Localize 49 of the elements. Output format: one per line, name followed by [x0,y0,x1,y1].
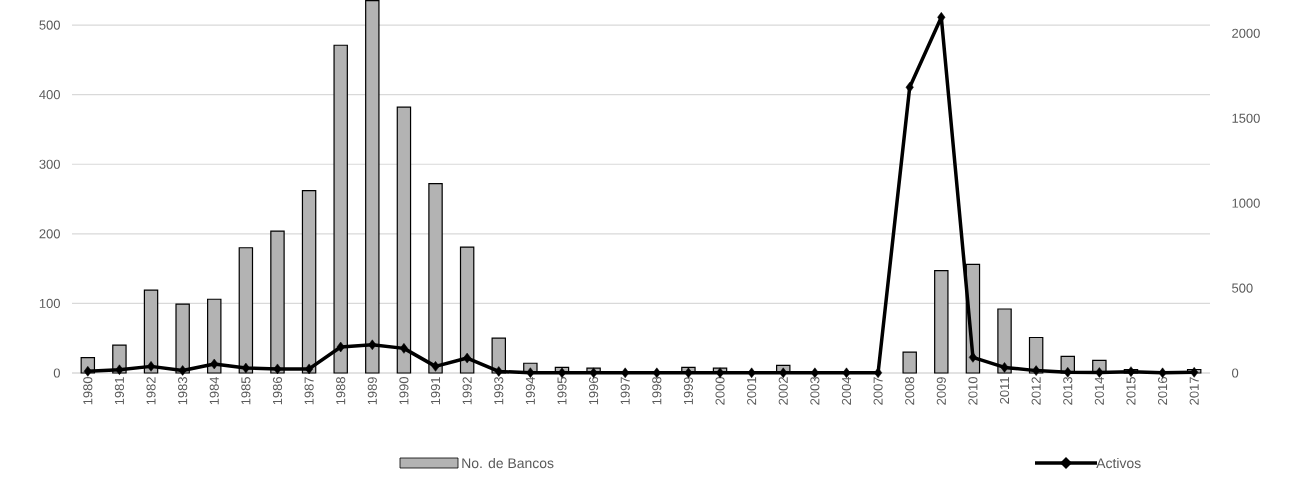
x-tick-label: 1983 [178,377,188,405]
x-tick-label: 1989 [367,377,377,405]
x-tick-label: 1996 [589,377,599,405]
x-tick-label: 2017 [1189,377,1199,405]
x-tick-label: 1986 [272,377,283,405]
legend-label: Activos [1096,457,1141,469]
x-tick-label: 2007 [873,377,883,405]
y2-tick-label: 2000 [1232,28,1260,38]
y2-tick-label: 1500 [1232,113,1260,123]
x-tick-label: 2008 [905,377,915,405]
y-tick-label: 200 [39,229,60,239]
x-tick-label: 1987 [304,377,314,405]
y-tick-label: 100 [39,298,60,308]
x-tick-label: 1984 [209,376,219,405]
x-tick-label: 2000 [715,377,725,405]
y-tick-label: 300 [39,159,60,169]
x-tick-label: 2002 [778,377,788,405]
x-tick-label: 2013 [1063,377,1073,405]
x-tick-label: 1982 [146,377,156,405]
y2-tick-label: 1000 [1232,198,1260,208]
x-tick-label: 2016 [1158,377,1168,405]
x-tick-label: 1980 [83,377,93,405]
y2-tick-label: 0 [1232,368,1239,378]
x-tick-label: 1992 [462,377,472,405]
x-tick-label: 2014 [1094,376,1104,405]
x-tick-label: 2009 [936,377,946,405]
x-tick-label: 1991 [430,377,441,405]
x-tick-label: 1997 [620,377,630,405]
x-tick-label: 2010 [968,377,978,405]
x-tick-label: 1993 [494,377,504,405]
x-tick-label: 1994 [525,376,535,405]
x-tick-label: 1985 [241,377,251,405]
x-tick-label: 2004 [841,376,852,405]
y2-tick-label: 500 [1232,283,1253,293]
x-tick-label: 1999 [683,377,693,405]
y-tick-label: 500 [39,20,60,30]
x-tick-label: 1981 [114,377,125,405]
x-tick-label: 1995 [557,377,567,405]
x-tick-label: 1998 [652,377,662,405]
x-tick-label: 2012 [1031,377,1041,405]
y-tick-label: 400 [39,90,60,100]
x-tick-label: 2001 [747,377,757,405]
x-tick-label: 1990 [399,377,409,405]
x-tick-label: 2015 [1126,377,1136,405]
legend-label: No. de Bancos [462,457,554,469]
x-tick-label: 2011 [999,377,1010,404]
x-tick-label: 1988 [336,377,346,405]
y-tick-label: 0 [53,368,60,378]
x-tick-label: 2003 [810,377,820,405]
